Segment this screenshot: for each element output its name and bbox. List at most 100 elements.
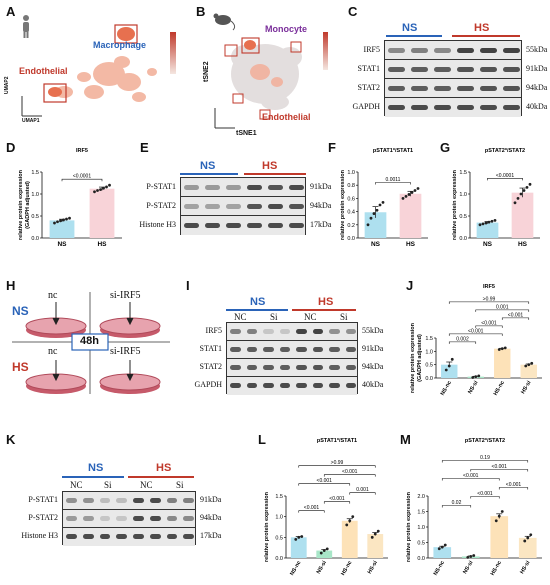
band — [66, 516, 77, 521]
band — [279, 365, 290, 370]
data-point — [351, 515, 355, 519]
band — [503, 104, 520, 110]
bar — [476, 222, 499, 238]
c-ns-line — [386, 35, 442, 37]
blot-row-label: GAPDH — [352, 101, 380, 111]
band — [149, 498, 161, 503]
bar — [316, 550, 333, 558]
comparison-bracket — [498, 487, 529, 490]
y-tick-label: 1.5 — [275, 494, 283, 500]
p-value-label: 0.0011 — [386, 177, 401, 183]
data-point — [500, 347, 504, 351]
p-value-label: <0.0001 — [496, 173, 514, 179]
blot-kda-label: 91kDa — [526, 63, 548, 73]
band — [226, 184, 241, 190]
band — [411, 66, 428, 72]
comparison-bracket — [470, 469, 529, 472]
bar — [49, 220, 75, 238]
data-point — [437, 547, 441, 551]
umap-clusters — [55, 56, 157, 102]
p-value-label: <0.001 — [481, 320, 497, 326]
p-value-label: <0.001 — [492, 464, 508, 470]
k-ns-line — [62, 476, 124, 478]
y-tick-label: 0.0 — [347, 236, 355, 242]
blot-row-gapdh — [385, 98, 521, 117]
blot-kda-label: 40kDa — [362, 380, 384, 389]
band — [263, 365, 274, 370]
data-point — [56, 220, 59, 224]
blot-row-stat1 — [385, 60, 521, 79]
comparison-bracket — [441, 478, 500, 481]
i-ns-line — [226, 309, 288, 311]
macrophage-box — [114, 24, 138, 44]
data-point — [530, 361, 534, 365]
band — [312, 329, 323, 334]
x-tick-label: NS-si — [467, 380, 479, 396]
blot-kda-label: 94kDa — [526, 82, 548, 92]
band — [296, 365, 307, 370]
c-hs-line — [452, 35, 520, 37]
band — [247, 203, 262, 209]
y-tick-label: 1.0 — [347, 170, 355, 176]
endothelial-box — [43, 83, 67, 103]
h-nc-top: nc — [48, 290, 58, 301]
band — [205, 222, 220, 228]
band — [149, 534, 161, 539]
x-tick-label: HS — [97, 241, 107, 248]
data-point — [471, 376, 475, 379]
y-axis-label: relative protein expression — [18, 169, 24, 240]
band — [133, 534, 144, 539]
band — [66, 498, 77, 503]
blot-row-p-stat1 — [63, 492, 195, 510]
c-group-ns: NS — [402, 22, 418, 34]
blot-row-p-stat2 — [63, 510, 195, 528]
p-value-label: <0.001 — [342, 469, 358, 475]
band — [66, 534, 77, 539]
p-value-label: >0.99 — [483, 296, 496, 302]
h-hs-label: HS — [12, 360, 29, 374]
band — [263, 383, 274, 388]
blot-kda-label: 55kDa — [526, 44, 548, 54]
colorbar — [170, 32, 176, 74]
band — [345, 347, 356, 352]
band — [226, 222, 241, 228]
p-value-label: <0.001 — [506, 482, 522, 488]
band — [99, 516, 111, 521]
y-tick-label: 0.2 — [347, 223, 355, 229]
data-point — [325, 547, 329, 551]
time-box — [71, 333, 109, 351]
comparison-bracket — [375, 182, 411, 185]
chart-title: IRF5 — [76, 148, 88, 154]
y-tick-label: 0.5 — [425, 363, 433, 369]
blot-row-label: P-STAT2 — [28, 513, 58, 522]
band — [246, 329, 257, 334]
y-tick-label: 1.0 — [459, 192, 467, 198]
y-axis-label: (GADPH adjusted) — [25, 181, 31, 229]
data-point — [407, 193, 411, 196]
tsne1-label: tSNE1 — [236, 130, 257, 137]
p-value-label: 0.002 — [456, 336, 469, 342]
band — [246, 383, 257, 388]
band — [82, 516, 94, 521]
blot-c — [384, 40, 522, 117]
comparison-bracket — [323, 501, 351, 504]
chart-j: IRF5 relative protein expression (GADPH ad… — [410, 284, 542, 397]
k-hs-line — [128, 476, 194, 478]
data-point — [450, 357, 454, 361]
x-tick-label: NS-nc — [440, 380, 453, 397]
data-point — [345, 523, 349, 527]
blot-row-label: STAT1 — [199, 344, 222, 353]
umap2-label: UMAP2 — [4, 76, 10, 94]
data-point — [516, 197, 520, 200]
band — [296, 347, 307, 352]
band — [411, 85, 428, 91]
band — [116, 516, 127, 521]
band — [457, 66, 474, 72]
band — [289, 184, 304, 190]
p-value-label: 0.001 — [496, 304, 509, 310]
data-point — [503, 346, 507, 350]
data-point — [322, 549, 326, 552]
y-axis-label: relative protein expression — [452, 169, 458, 240]
comparison-bracket — [487, 178, 523, 181]
i-sub-si2: Si — [340, 312, 348, 322]
